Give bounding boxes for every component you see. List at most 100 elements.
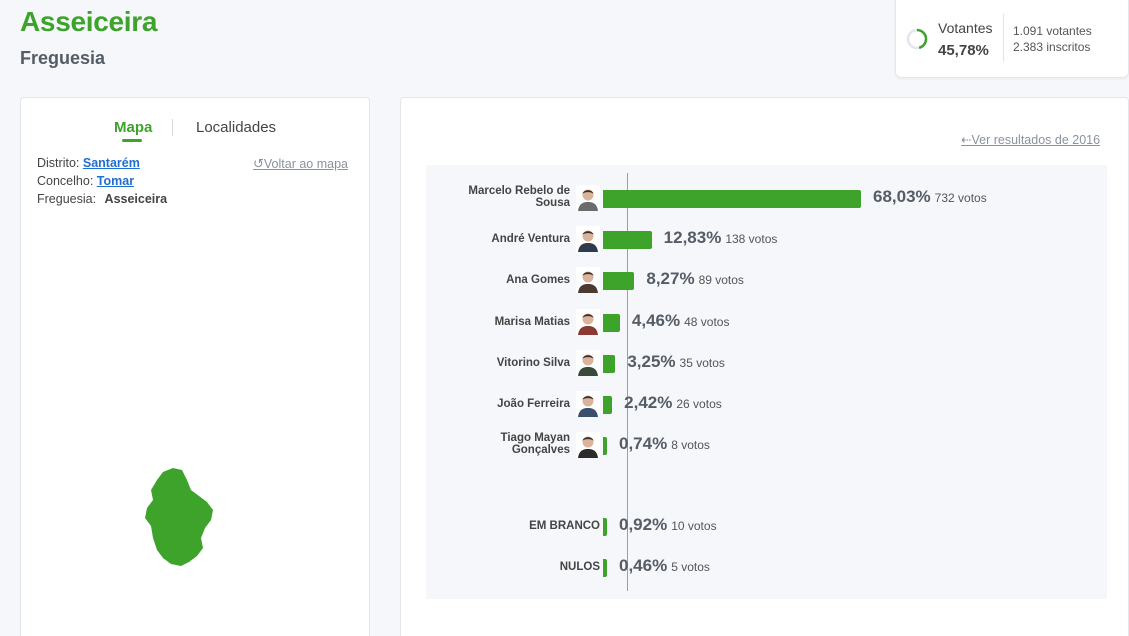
turnout-percent: 45,78% (938, 42, 989, 59)
result-bar (603, 313, 620, 332)
candidate-name-line2: Gonçalves (511, 444, 570, 457)
tab-localities[interactable]: Localidades (196, 119, 277, 136)
result-percent-value: 12,83% (663, 228, 722, 248)
result-row-other[interactable]: EM BRANCO 0,92% 10 votos (426, 508, 1107, 544)
result-row-candidate[interactable]: André Ventura 12,83% 138 votos (426, 221, 1107, 257)
candidate-avatar (576, 267, 600, 294)
result-row-candidate[interactable]: Tiago Mayan Gonçalves 0,74% 8 votos (426, 427, 1107, 463)
result-row-candidate[interactable]: Ana Gomes 8,27% 89 votos (426, 262, 1107, 298)
result-percent: 0,74% 8 votos (619, 434, 710, 454)
arrow-left-icon: ⇠ (961, 133, 972, 147)
tab-map-active-indicator (122, 139, 142, 142)
page-title: Asseiceira (20, 6, 158, 37)
result-percent: 12,83% 138 votos (664, 228, 778, 248)
candidate-name-line2: Sousa (535, 197, 570, 209)
back-to-map-label: Voltar ao mapa (263, 157, 348, 171)
result-votes: 138 votos (725, 232, 778, 247)
turnout-registered: 2.383 inscritos (1013, 40, 1091, 54)
result-percent-value: 0,74% (619, 434, 668, 454)
result-votes: 8 votos (671, 438, 710, 453)
candidate-name-line1: João Ferreira (497, 398, 570, 410)
result-bar (603, 272, 635, 291)
result-percent-value: 0,92% (619, 515, 668, 534)
result-percent: 4,46% 48 votos (632, 311, 730, 331)
result-votes: 26 votos (676, 397, 722, 411)
result-bar (603, 559, 607, 577)
chart-axis-line (627, 173, 628, 591)
result-votes: 5 votos (671, 560, 710, 574)
result-votes: 35 votos (679, 355, 725, 370)
candidate-name: NULOS (559, 561, 600, 573)
result-percent-value: 8,27% (646, 269, 695, 289)
result-percent: 68,03% 732 votos (873, 187, 987, 207)
result-percent: 2,42% 26 votos (624, 393, 722, 413)
result-row-candidate[interactable]: João Ferreira 2,42% 26 votos (426, 386, 1107, 422)
candidate-avatar (576, 349, 600, 376)
turnout-progress-ring (906, 28, 928, 50)
candidate-name: Vitorino Silva (497, 357, 570, 369)
candidate-name-line1: Vitorino Silva (496, 356, 570, 369)
result-votes: 48 votos (684, 314, 730, 329)
parish-value: Asseiceira (104, 192, 168, 206)
result-row-candidate[interactable]: Marcelo Rebelo de Sousa 68,03% 732 votos (426, 180, 1107, 216)
result-percent-value: 3,25% (627, 351, 676, 371)
result-row-other[interactable]: NULOS 0,46% 5 votos (426, 549, 1107, 585)
result-bar (603, 354, 616, 373)
result-bar (603, 518, 607, 536)
candidate-name-line1: Tiago Mayan (500, 432, 570, 445)
results-chart: Marcelo Rebelo de Sousa 68,03% 732 votos And… (426, 165, 1107, 599)
candidate-avatar (576, 308, 600, 335)
parish-row: Freguesia: Asseiceira (37, 192, 167, 206)
candidate-name: André Ventura (491, 233, 570, 245)
candidate-name-line1: Ana Gomes (506, 274, 570, 287)
results-panel: ⇠Ver resultados de 2016 Marcelo Rebelo d… (400, 97, 1129, 636)
undo-icon: ↺ (253, 156, 264, 171)
tab-map[interactable]: Mapa (114, 119, 153, 136)
result-row-candidate[interactable]: Vitorino Silva 3,25% 35 votos (426, 345, 1107, 381)
candidate-avatar (576, 185, 600, 211)
map-panel: Mapa Localidades Distrito: Santarém Conc… (20, 97, 370, 636)
candidate-name: Marisa Matias (495, 316, 570, 328)
result-percent: 8,27% 89 votos (646, 269, 744, 289)
candidate-name: Marcelo Rebelo de Sousa (468, 185, 570, 209)
previous-results-link[interactable]: ⇠Ver resultados de 2016 (961, 132, 1100, 147)
result-votes: 732 votos (934, 191, 987, 205)
municipality-row: Concelho: Tomar (37, 174, 134, 188)
page-subtitle: Freguesia (20, 48, 106, 68)
result-percent: 0,46% 5 votos (619, 556, 710, 576)
tab-divider (172, 119, 173, 136)
candidate-name-line1: Marcelo Rebelo de (468, 185, 570, 197)
candidate-avatar (576, 226, 600, 253)
candidate-name: Tiago Mayan Gonçalves (501, 432, 570, 456)
candidate-avatar (576, 432, 600, 459)
result-row-candidate[interactable]: Marisa Matias 4,46% 48 votos (426, 304, 1107, 340)
candidate-name-line1: André Ventura (491, 233, 570, 246)
candidate-name: EM BRANCO (529, 520, 600, 532)
municipality-link[interactable]: Tomar (96, 174, 135, 188)
parish-map-region[interactable] (145, 468, 213, 566)
back-to-map-link[interactable]: ↺Voltar ao mapa (253, 156, 348, 172)
parish-map-shape[interactable] (141, 466, 221, 570)
result-bar (603, 396, 613, 414)
district-row: Distrito: Santarém (37, 156, 140, 170)
parish-label: Freguesia: (37, 192, 97, 206)
result-percent-value: 0,46% (619, 556, 668, 575)
candidate-name: Ana Gomes (506, 274, 570, 286)
candidate-avatar (576, 391, 600, 417)
result-votes: 10 votos (671, 519, 717, 533)
result-percent: 0,92% 10 votos (619, 515, 717, 535)
result-votes: 89 votos (698, 273, 744, 288)
result-bar (603, 437, 607, 456)
district-label: Distrito: (37, 156, 80, 170)
district-link[interactable]: Santarém (82, 156, 140, 170)
turnout-divider (1003, 14, 1004, 62)
candidate-name-line1: Marisa Matias (494, 315, 570, 328)
result-percent-value: 68,03% (873, 187, 931, 206)
result-percent-value: 2,42% (624, 393, 673, 412)
result-percent-value: 4,46% (631, 310, 681, 330)
result-percent: 3,25% 35 votos (627, 352, 725, 372)
turnout-card: Votantes 45,78% 1.091 votantes 2.383 ins… (895, 0, 1129, 78)
candidate-name: João Ferreira (497, 398, 570, 410)
result-bar (603, 190, 861, 208)
previous-results-label: Ver resultados de 2016 (971, 133, 1101, 147)
